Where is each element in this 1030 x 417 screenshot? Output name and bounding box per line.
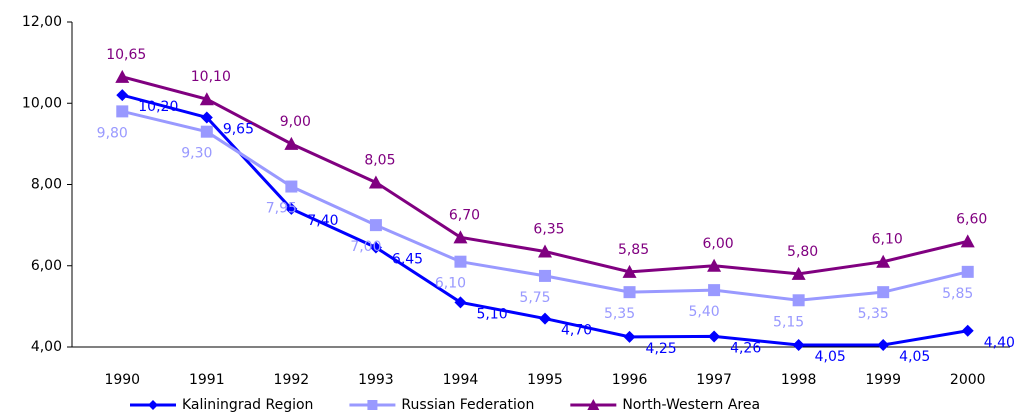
- point: [623, 330, 636, 343]
- point: [707, 258, 722, 272]
- point: [961, 324, 974, 337]
- x-tick-label: 1996: [612, 372, 648, 388]
- data-label: 5,85: [618, 242, 649, 258]
- point: [877, 338, 890, 351]
- data-label: 10,10: [191, 69, 231, 85]
- point: [453, 230, 468, 244]
- data-label: 9,30: [181, 146, 212, 162]
- point: [623, 286, 636, 299]
- x-tick-label: 1997: [696, 372, 732, 388]
- data-label: 5,80: [787, 244, 818, 260]
- x-tick-label: 1990: [104, 372, 140, 388]
- data-label: 10,20: [138, 99, 178, 115]
- point: [116, 89, 129, 102]
- point: [115, 69, 130, 83]
- point: [369, 219, 382, 232]
- legend-label: Russian Federation: [401, 397, 534, 413]
- x-tick-label: 1994: [443, 372, 479, 388]
- point: [454, 255, 467, 268]
- data-label: 6,70: [449, 207, 480, 223]
- x-tick-label: 1991: [189, 372, 225, 388]
- point: [792, 338, 805, 351]
- data-label: 4,40: [984, 335, 1015, 351]
- point: [877, 286, 890, 299]
- point: [368, 175, 383, 189]
- data-label: 6,45: [392, 251, 423, 267]
- point: [961, 265, 974, 278]
- data-label: 10,65: [106, 47, 146, 63]
- data-label: 9,00: [280, 114, 311, 130]
- data-label: 5,75: [519, 290, 550, 306]
- legend-marker: [367, 400, 378, 410]
- data-label: 5,10: [476, 306, 507, 322]
- point: [792, 294, 805, 307]
- x-tick-label: 1995: [527, 372, 563, 388]
- data-label: 7,40: [307, 213, 338, 229]
- point: [708, 284, 721, 297]
- x-tick-label: 1999: [865, 372, 901, 388]
- data-label: 6,60: [956, 211, 987, 227]
- data-label: 5,85: [942, 286, 973, 302]
- point: [539, 312, 551, 325]
- point: [116, 105, 129, 118]
- x-tick-label: 1992: [274, 372, 310, 388]
- point: [876, 254, 891, 268]
- data-label: 6,35: [533, 222, 564, 238]
- x-tick-label: 1993: [358, 372, 394, 388]
- point: [285, 180, 298, 193]
- legend-label: North-Western Area: [622, 397, 760, 413]
- y-tick-label: 12,00: [22, 14, 62, 30]
- point: [539, 269, 551, 282]
- point: [960, 234, 975, 248]
- point: [622, 264, 637, 278]
- y-tick-label: 4,00: [31, 339, 62, 355]
- data-label: 6,10: [872, 232, 903, 248]
- data-label: 4,05: [899, 349, 930, 365]
- data-label: 9,65: [223, 121, 254, 137]
- series-line: [121, 75, 969, 276]
- point: [708, 330, 721, 343]
- point: [284, 136, 299, 150]
- data-label: 6,00: [703, 236, 734, 252]
- data-label: 4,26: [730, 340, 761, 356]
- point: [199, 92, 214, 106]
- data-label: 4,05: [815, 349, 846, 365]
- y-tick-label: 8,00: [31, 177, 62, 193]
- point: [200, 125, 213, 138]
- data-label: 9,80: [97, 125, 128, 141]
- x-tick-label: 2000: [950, 372, 986, 388]
- data-label: 4,70: [561, 323, 592, 339]
- point: [454, 296, 467, 309]
- data-label: 8,05: [364, 152, 395, 168]
- data-label: 6,10: [435, 276, 466, 292]
- point: [285, 202, 298, 215]
- y-tick-label: 10,00: [22, 95, 62, 111]
- data-label: 7,00: [350, 239, 381, 255]
- data-label: 7,95: [266, 201, 297, 217]
- point: [538, 244, 552, 258]
- data-label: 5,40: [689, 304, 720, 320]
- legend-marker: [148, 400, 158, 410]
- x-tick-label: 1998: [781, 372, 817, 388]
- point: [791, 266, 806, 280]
- data-label: 4,25: [646, 341, 677, 357]
- legend-marker: [587, 399, 600, 410]
- data-label: 5,35: [604, 306, 635, 322]
- point: [369, 241, 382, 254]
- legend-label: Kaliningrad Region: [182, 397, 313, 413]
- point: [200, 111, 213, 124]
- data-label: 5,35: [858, 306, 889, 322]
- data-label: 5,15: [773, 314, 804, 330]
- y-tick-label: 6,00: [31, 258, 62, 274]
